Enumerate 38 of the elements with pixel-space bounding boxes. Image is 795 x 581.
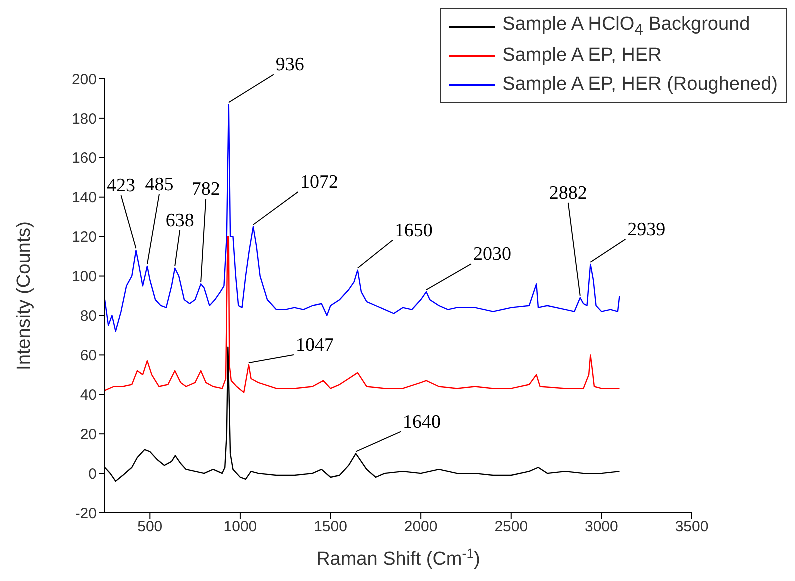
annotation: 2939	[628, 219, 666, 240]
annotation: 782	[192, 179, 220, 200]
annotation: 2030	[473, 244, 512, 266]
y-tick-label: 160	[72, 150, 97, 168]
annotation: 423	[106, 176, 136, 197]
y-tick-label: 120	[72, 229, 97, 246]
y-tick-label: 60	[80, 348, 97, 365]
x-tick-label: 500	[138, 518, 163, 536]
line-series	[105, 236, 620, 394]
x-axis-title: Raman Shift (Cm$^{-1}$)	[316, 546, 480, 570]
annotation: 1640	[403, 412, 442, 433]
x-tick-label: 1500	[314, 518, 348, 536]
y-axis-title: Intensity (Counts)	[14, 222, 35, 370]
annotation: 2882	[549, 182, 588, 204]
y-tick-label: 200	[72, 71, 97, 88]
y-tick-label: 140	[72, 190, 97, 207]
annotation: 1650	[394, 220, 433, 242]
y-tick-label: -20	[75, 505, 97, 522]
annotation: 936	[276, 54, 304, 76]
y-tick-label: 180	[72, 110, 97, 128]
x-tick-label: 1000	[224, 518, 258, 536]
legend-label: Sample A EP, HER (Roughened)	[502, 74, 778, 96]
legend-label: Sample A HClO$_{4}$ Background	[502, 14, 750, 40]
x-tick-label: 3000	[585, 518, 618, 536]
x-tick-label: 2000	[404, 518, 438, 536]
x-tick-label: 3500	[675, 518, 709, 536]
y-tick-label: 0	[88, 466, 97, 483]
y-tick-label: 40	[80, 386, 97, 404]
annotation: 638	[166, 210, 194, 232]
y-tick-label: 80	[80, 308, 97, 326]
annotation: 1047	[296, 335, 334, 356]
annotation: 1072	[300, 172, 338, 193]
annotation: 485	[145, 174, 174, 196]
y-tick-label: 20	[80, 426, 97, 444]
legend-label: Sample A EP, HER	[502, 44, 662, 66]
y-tick-label: 100	[72, 268, 97, 286]
line-series	[105, 104, 620, 332]
x-tick-label: 2500	[494, 518, 528, 536]
